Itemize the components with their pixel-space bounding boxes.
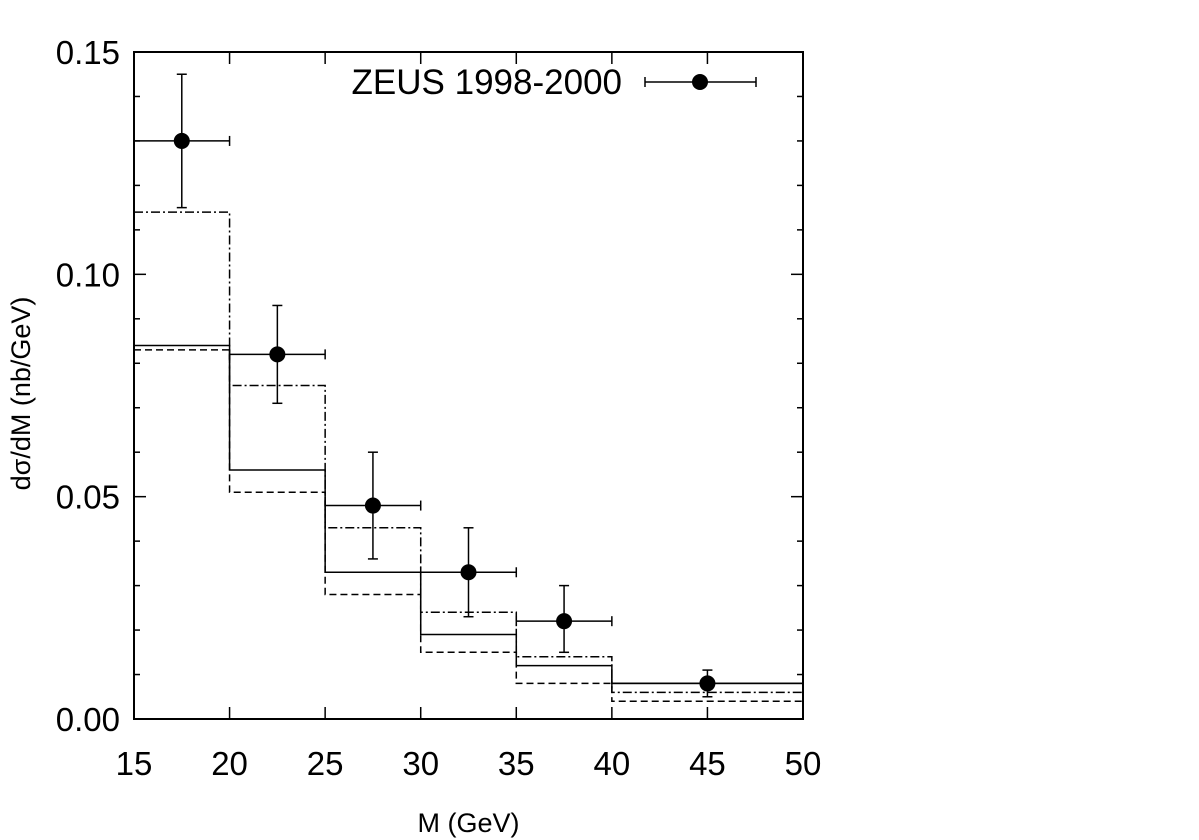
x-tick-label: 25 [307, 745, 344, 782]
data-point [364, 497, 381, 514]
y-tick-label: 0.15 [56, 34, 120, 71]
histogram-solid [134, 344, 803, 685]
data-point [269, 346, 286, 363]
legend-label: ZEUS 1998-2000 [352, 63, 622, 102]
x-tick-label: 15 [116, 745, 153, 782]
histogram-layer [134, 211, 803, 702]
x-tick-label: 50 [785, 745, 822, 782]
y-tick-label: 0.10 [56, 256, 120, 293]
plot-frame [133, 51, 804, 720]
legend-marker [692, 74, 708, 90]
x-tick-label: 30 [402, 745, 439, 782]
data-point [699, 675, 716, 692]
histogram-dashdot [134, 211, 803, 694]
x-tick-label: 40 [593, 745, 630, 782]
y-tick-label: 0.00 [56, 701, 120, 738]
legend: ZEUS 1998-2000 [352, 63, 757, 102]
x-tick-label: 45 [689, 745, 726, 782]
x-axis-label: M (GeV) [417, 808, 519, 838]
histogram-dashed [134, 349, 803, 702]
tick-layer: 15 20 25 30 35 40 45 50 0.00 0.05 0.10 0.15 [56, 34, 822, 782]
data-point [556, 613, 573, 630]
y-axis-label: dσ/dM (nb/GeV) [6, 297, 36, 491]
error-bar-layer [133, 73, 804, 698]
data-point [460, 564, 477, 581]
y-tick-label: 0.05 [56, 479, 120, 516]
x-tick-label: 20 [211, 745, 248, 782]
data-point [173, 132, 190, 149]
x-tick-label: 35 [498, 745, 535, 782]
